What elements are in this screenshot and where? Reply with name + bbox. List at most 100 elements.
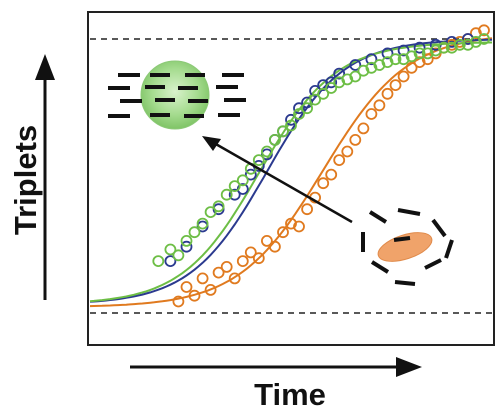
data-point-series-3	[373, 59, 386, 71]
dash-mark	[424, 258, 442, 270]
data-point-series-2	[445, 36, 458, 48]
data-point-series-2	[325, 76, 338, 89]
data-point-series-1	[389, 79, 402, 91]
dash-mark	[444, 239, 454, 259]
data-point-series-1	[381, 87, 394, 100]
data-point-series-3	[220, 188, 233, 201]
data-point-series-1	[413, 56, 426, 68]
x-axis-arrow	[130, 357, 422, 377]
data-point-series-2	[317, 79, 330, 91]
data-point-series-3	[172, 249, 185, 262]
data-point-series-3	[317, 87, 330, 100]
data-point-series-2	[309, 85, 322, 97]
data-point-series-2	[381, 47, 394, 60]
data-point-series-3	[277, 125, 289, 138]
y-axis-label: Triplets	[8, 125, 43, 235]
data-point-series-3	[413, 47, 426, 60]
orange-ellipse-icon	[377, 232, 433, 262]
data-point-series-3	[285, 119, 297, 132]
data-point-series-1	[196, 272, 209, 285]
data-point-series-3	[469, 36, 482, 48]
dash-mark	[368, 210, 388, 224]
data-point-series-1	[268, 240, 281, 253]
data-point-series-1	[365, 108, 378, 120]
data-point-series-1	[172, 295, 185, 308]
data-point-series-3	[252, 154, 265, 167]
data-point-series-2	[228, 188, 241, 201]
data-point-series-1	[236, 255, 249, 268]
data-point-series-2	[461, 33, 474, 45]
data-point-series-1	[421, 53, 434, 66]
data-point-series-2	[429, 38, 442, 51]
data-point-series-2	[413, 41, 426, 54]
data-point-series-1	[285, 217, 297, 230]
data-point-series-3	[260, 145, 273, 158]
data-point-series-3	[357, 64, 370, 77]
data-point-series-2	[397, 44, 410, 57]
data-point-series-1	[180, 281, 193, 293]
data-point-series-1	[260, 234, 273, 247]
data-point-series-3	[381, 56, 394, 68]
data-point-series-3	[445, 41, 458, 54]
data-point-series-1	[212, 266, 225, 279]
ordered-state-illustration	[108, 60, 246, 130]
data-point-series-3	[301, 102, 314, 115]
data-point-series-2	[293, 102, 305, 115]
data-point-series-2	[349, 59, 362, 71]
data-point-series-1	[325, 168, 338, 181]
ordered-dash-marks	[108, 73, 246, 118]
data-point-series-2	[244, 168, 257, 181]
data-point-series-1	[373, 99, 386, 112]
data-point-series-1	[301, 203, 314, 216]
data-point-series-1	[405, 61, 418, 74]
data-point-series-3	[204, 206, 217, 219]
data-point-series-3	[437, 41, 450, 54]
data-point-series-3	[405, 50, 418, 63]
data-point-series-2	[236, 183, 249, 195]
data-point-series-1	[333, 154, 346, 167]
data-point-series-2	[333, 67, 346, 80]
plot-frame	[87, 11, 495, 346]
data-point-series-3	[325, 82, 338, 94]
dash-mark	[393, 236, 411, 242]
data-point-series-1	[188, 289, 201, 302]
data-point-series-3	[349, 70, 362, 83]
data-point-series-3	[293, 108, 305, 120]
data-point-series-1	[317, 177, 330, 190]
disordered-dash-marks	[361, 208, 454, 286]
data-point-series-3	[268, 133, 281, 146]
data-point-series-3	[152, 255, 165, 268]
data-point-series-2	[180, 240, 193, 253]
data-point-series-3	[341, 73, 354, 86]
data-point-series-1	[357, 122, 370, 135]
data-point-series-3	[180, 234, 193, 247]
data-point-series-1	[277, 226, 289, 239]
data-points	[152, 24, 490, 308]
y-axis-arrow	[35, 54, 55, 300]
data-point-series-1	[252, 252, 265, 265]
data-point-series-3	[453, 38, 466, 51]
data-point-series-3	[461, 38, 474, 51]
data-point-series-1	[397, 70, 410, 83]
data-point-series-3	[164, 243, 177, 256]
data-point-series-3	[236, 174, 249, 187]
data-point-series-2	[285, 113, 297, 126]
data-point-series-3	[365, 61, 378, 74]
data-point-series-1	[220, 260, 233, 273]
data-point-series-3	[389, 53, 402, 66]
data-point-series-3	[429, 44, 442, 57]
dash-mark	[431, 218, 447, 238]
data-point-series-3	[397, 53, 410, 66]
data-point-series-1	[469, 27, 482, 40]
data-point-series-2	[365, 53, 378, 66]
data-point-series-1	[478, 24, 490, 37]
data-point-series-1	[293, 220, 305, 233]
data-point-series-3	[333, 76, 346, 89]
data-point-series-3	[228, 180, 241, 193]
data-point-series-2	[301, 96, 314, 109]
data-point-series-1	[228, 272, 241, 285]
data-point-series-1	[341, 145, 354, 158]
data-point-series-3	[212, 200, 225, 213]
data-point-series-1	[204, 283, 217, 296]
